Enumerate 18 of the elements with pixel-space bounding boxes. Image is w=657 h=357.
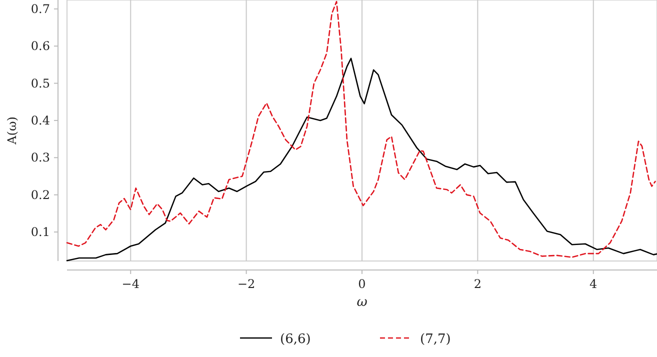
x-tick-label: 0 xyxy=(358,277,366,291)
y-tick-label: 0.3 xyxy=(30,150,50,165)
x-tick-label: −2 xyxy=(237,277,256,291)
line-series xyxy=(66,58,657,262)
x-tick-label: 4 xyxy=(590,277,598,291)
y-axis-title: A(ω) xyxy=(5,116,19,146)
x-axis-title: ω xyxy=(356,295,368,310)
y-tick-label: 0.1 xyxy=(30,225,50,239)
y-tick-label: 0.5 xyxy=(30,76,50,90)
y-tick-label: 0.4 xyxy=(30,113,50,128)
legend-label: (6,6) xyxy=(280,332,311,347)
y-tick-label: 0.6 xyxy=(30,39,50,54)
x-tick-label: −4 xyxy=(122,277,140,291)
x-tick-label: 2 xyxy=(474,277,482,291)
y-tick-label: 0.2 xyxy=(30,188,50,202)
legend-label: (7,7) xyxy=(420,332,451,347)
line-series xyxy=(66,0,656,258)
y-tick-label: 0.7 xyxy=(30,2,50,16)
